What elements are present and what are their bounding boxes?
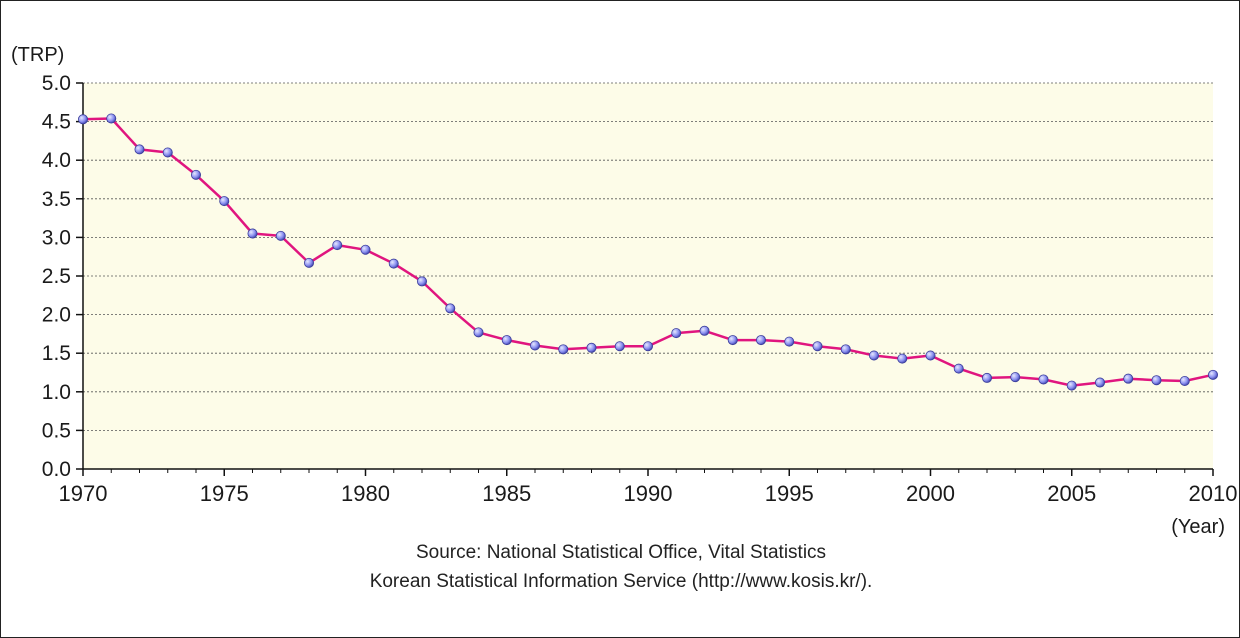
data-point (416, 276, 427, 287)
data-point (614, 341, 625, 352)
source-line-1: Source: National Statistical Office, Vit… (415, 542, 827, 563)
x-tick-label: 2000 (906, 481, 955, 506)
y-tick-label: 4.5 (42, 111, 71, 134)
x-tick-label: 1995 (765, 481, 814, 506)
y-tick-label: 0.5 (42, 419, 71, 442)
x-axis-unit-label: (Year) (1171, 516, 1225, 538)
data-point (473, 327, 484, 338)
tick-labels: 0.0 0.5 1.0 1.5 2.0 2.5 3.0 3.5 4.0 4.5 5.0 1970 197… (11, 44, 1237, 538)
data-point (812, 341, 823, 352)
data-point (1151, 375, 1162, 386)
data-point (586, 342, 597, 353)
data-point (303, 257, 314, 268)
data-point (1066, 380, 1077, 391)
data-point (897, 353, 908, 364)
data-point (247, 228, 258, 239)
data-point (106, 113, 117, 124)
data-point (275, 230, 286, 241)
data-point (671, 328, 682, 339)
data-point (1038, 374, 1049, 385)
data-point (530, 340, 541, 351)
y-axis-unit-label: (TRP) (11, 44, 64, 66)
x-tick-label: 1990 (624, 481, 673, 506)
data-point (445, 303, 456, 314)
source-line-2: Korean Statistical Information Service (… (369, 571, 873, 592)
data-point (1179, 375, 1190, 386)
data-point (162, 147, 173, 158)
data-point (501, 335, 512, 346)
data-point (388, 258, 399, 269)
y-tick-label: 1.0 (42, 381, 71, 404)
data-point (756, 335, 767, 346)
data-point (953, 363, 964, 374)
x-tick-label: 2010 (1189, 481, 1238, 506)
data-point (699, 325, 710, 336)
x-tick-label: 1975 (200, 481, 249, 506)
data-point (1208, 369, 1219, 380)
x-tick-label: 1985 (482, 481, 531, 506)
y-tick-label: 3.5 (42, 188, 71, 211)
data-point (360, 244, 371, 255)
data-point (643, 341, 654, 352)
y-tick-label: 2.0 (42, 304, 71, 327)
data-point (332, 240, 343, 251)
y-tick-label: 0.0 (42, 458, 71, 481)
data-series (78, 113, 1219, 391)
x-tick-label: 2005 (1047, 481, 1096, 506)
data-point (558, 344, 569, 355)
data-point (869, 350, 880, 361)
data-point (840, 344, 851, 355)
y-tick-label: 1.5 (42, 342, 71, 365)
grid-lines (83, 82, 1213, 431)
data-point (727, 335, 738, 346)
data-point (925, 350, 936, 361)
data-point (982, 372, 993, 383)
data-point (190, 169, 201, 180)
x-tick-label: 1980 (341, 481, 390, 506)
data-point (784, 336, 795, 347)
data-point (134, 144, 145, 155)
y-tick-label: 5.0 (42, 72, 71, 95)
data-point (219, 196, 230, 207)
y-tick-label: 2.5 (42, 265, 71, 288)
y-tick-label: 3.0 (42, 226, 71, 249)
data-point (78, 114, 89, 125)
y-tick-label: 4.0 (42, 149, 71, 172)
fertility-rate-chart: 0.0 0.5 1.0 1.5 2.0 2.5 3.0 3.5 4.0 4.5 5.0 1970 197… (11, 44, 1237, 538)
data-point (1010, 372, 1021, 383)
x-tick-label: 1970 (59, 481, 108, 506)
data-point (1123, 373, 1134, 384)
data-point (1095, 377, 1106, 388)
